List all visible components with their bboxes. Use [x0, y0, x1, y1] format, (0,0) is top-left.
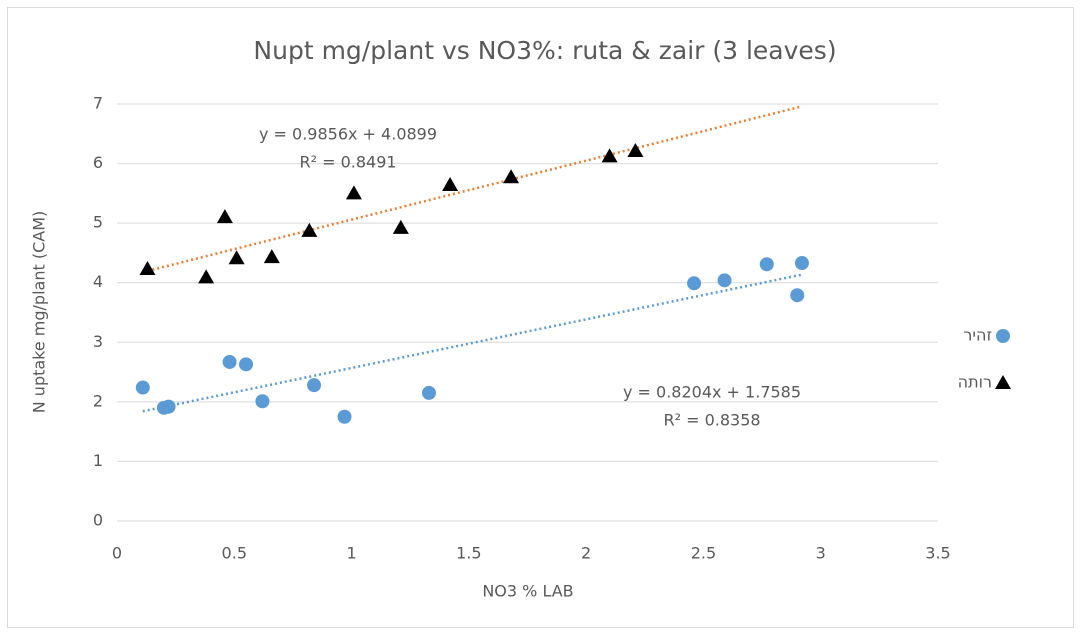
point [139, 261, 156, 276]
point [392, 219, 409, 234]
y-tick-label: 5 [93, 213, 103, 232]
point [161, 399, 176, 414]
trendline [142, 273, 803, 413]
point [307, 378, 322, 393]
x-axis-label: NO3 % LAB [482, 582, 573, 601]
y-tick-label: 6 [93, 153, 103, 172]
point [135, 380, 150, 395]
chart-frame [7, 7, 1074, 628]
point [717, 273, 732, 288]
point [228, 250, 245, 265]
x-tick-label: 2 [581, 544, 591, 563]
point [759, 257, 774, 272]
point [216, 209, 233, 224]
x-tick-label: 3.5 [925, 544, 950, 563]
point [790, 288, 805, 303]
point [301, 222, 318, 237]
y-tick-label: 7 [93, 94, 103, 113]
point [601, 148, 618, 163]
point [627, 143, 644, 158]
legend-label: זהיר [963, 326, 992, 345]
trendline-label: R² = 0.8358 [663, 411, 760, 430]
y-tick-label: 3 [93, 332, 103, 351]
point [222, 354, 237, 369]
point [255, 394, 270, 409]
x-tick-label: 1 [346, 544, 356, 563]
x-tick-label: 0.5 [222, 544, 247, 563]
point [794, 256, 809, 271]
y-tick-label: 0 [93, 511, 103, 530]
point [503, 169, 520, 184]
point [442, 177, 459, 192]
y-tick-label: 2 [93, 391, 103, 410]
trendline-label: y = 0.8204x + 1.7585 [623, 383, 801, 402]
x-tick-label: 1.5 [456, 544, 481, 563]
legend-label: רותה [958, 373, 992, 392]
legend-marker [996, 329, 1010, 343]
point [337, 409, 352, 424]
chart-title: Nupt mg/plant vs NO3%: ruta & zair (3 le… [253, 36, 836, 65]
y-tick-label: 1 [93, 451, 103, 470]
x-tick-label: 2.5 [691, 544, 716, 563]
point [421, 385, 436, 400]
point [198, 269, 215, 284]
point [345, 185, 362, 200]
point [239, 357, 254, 372]
x-tick-label: 3 [816, 544, 826, 563]
trendline-label: R² = 0.8491 [299, 153, 396, 172]
trendline-label: y = 0.9856x + 4.0899 [259, 125, 437, 144]
legend-marker [995, 375, 1011, 389]
point [687, 276, 702, 291]
point [263, 249, 280, 264]
y-axis-label: N uptake mg/plant (CAM) [30, 211, 49, 414]
y-tick-label: 4 [93, 272, 103, 291]
x-tick-label: 0 [112, 544, 122, 563]
